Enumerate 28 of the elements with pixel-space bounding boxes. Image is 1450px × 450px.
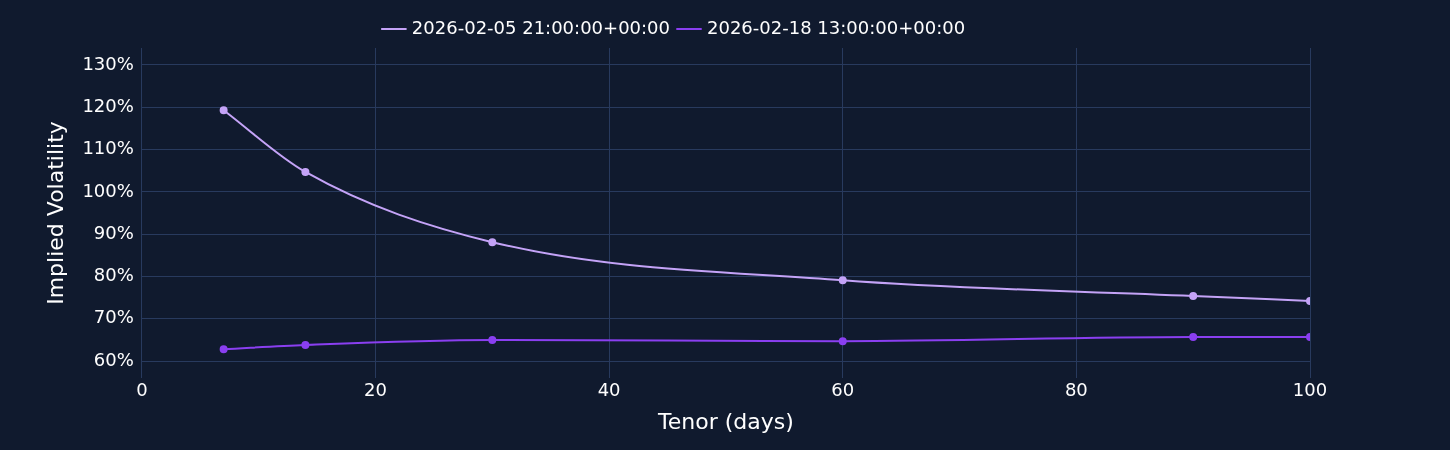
x-tick-label: 40 bbox=[597, 379, 621, 401]
y-tick-label: 80% bbox=[93, 264, 134, 286]
x-tick-label: 20 bbox=[364, 379, 387, 401]
y-tick-label: 100% bbox=[82, 179, 134, 201]
point bbox=[1189, 332, 1198, 341]
point bbox=[219, 106, 228, 115]
legend-label: 2026-02-18 13:00:00+00:00 bbox=[707, 16, 966, 38]
x-tick-label: 0 bbox=[136, 379, 148, 401]
point bbox=[219, 345, 228, 354]
y-tick-label: 90% bbox=[93, 221, 134, 243]
point bbox=[488, 238, 497, 247]
y-tick-label: 120% bbox=[82, 94, 134, 116]
y-axis-title: Implied Volatility bbox=[42, 121, 68, 305]
point bbox=[488, 335, 497, 344]
point bbox=[301, 341, 310, 349]
x-axis-title: Tenor (days) bbox=[657, 408, 794, 434]
legend-label: 2026-02-05 21:00:00+00:00 bbox=[411, 16, 671, 38]
x-tick-label: 100 bbox=[1292, 379, 1328, 401]
x-tick-label: 60 bbox=[831, 379, 855, 401]
point bbox=[838, 337, 847, 346]
x-tick-label: 80 bbox=[1064, 379, 1088, 401]
point bbox=[301, 167, 310, 176]
y-tick-label: 110% bbox=[82, 137, 134, 159]
y-tick-label: 70% bbox=[93, 306, 134, 328]
point bbox=[838, 276, 847, 285]
y-tick-label: 130% bbox=[82, 52, 134, 74]
y-tick-label: 60% bbox=[93, 348, 134, 370]
point bbox=[1189, 291, 1198, 300]
